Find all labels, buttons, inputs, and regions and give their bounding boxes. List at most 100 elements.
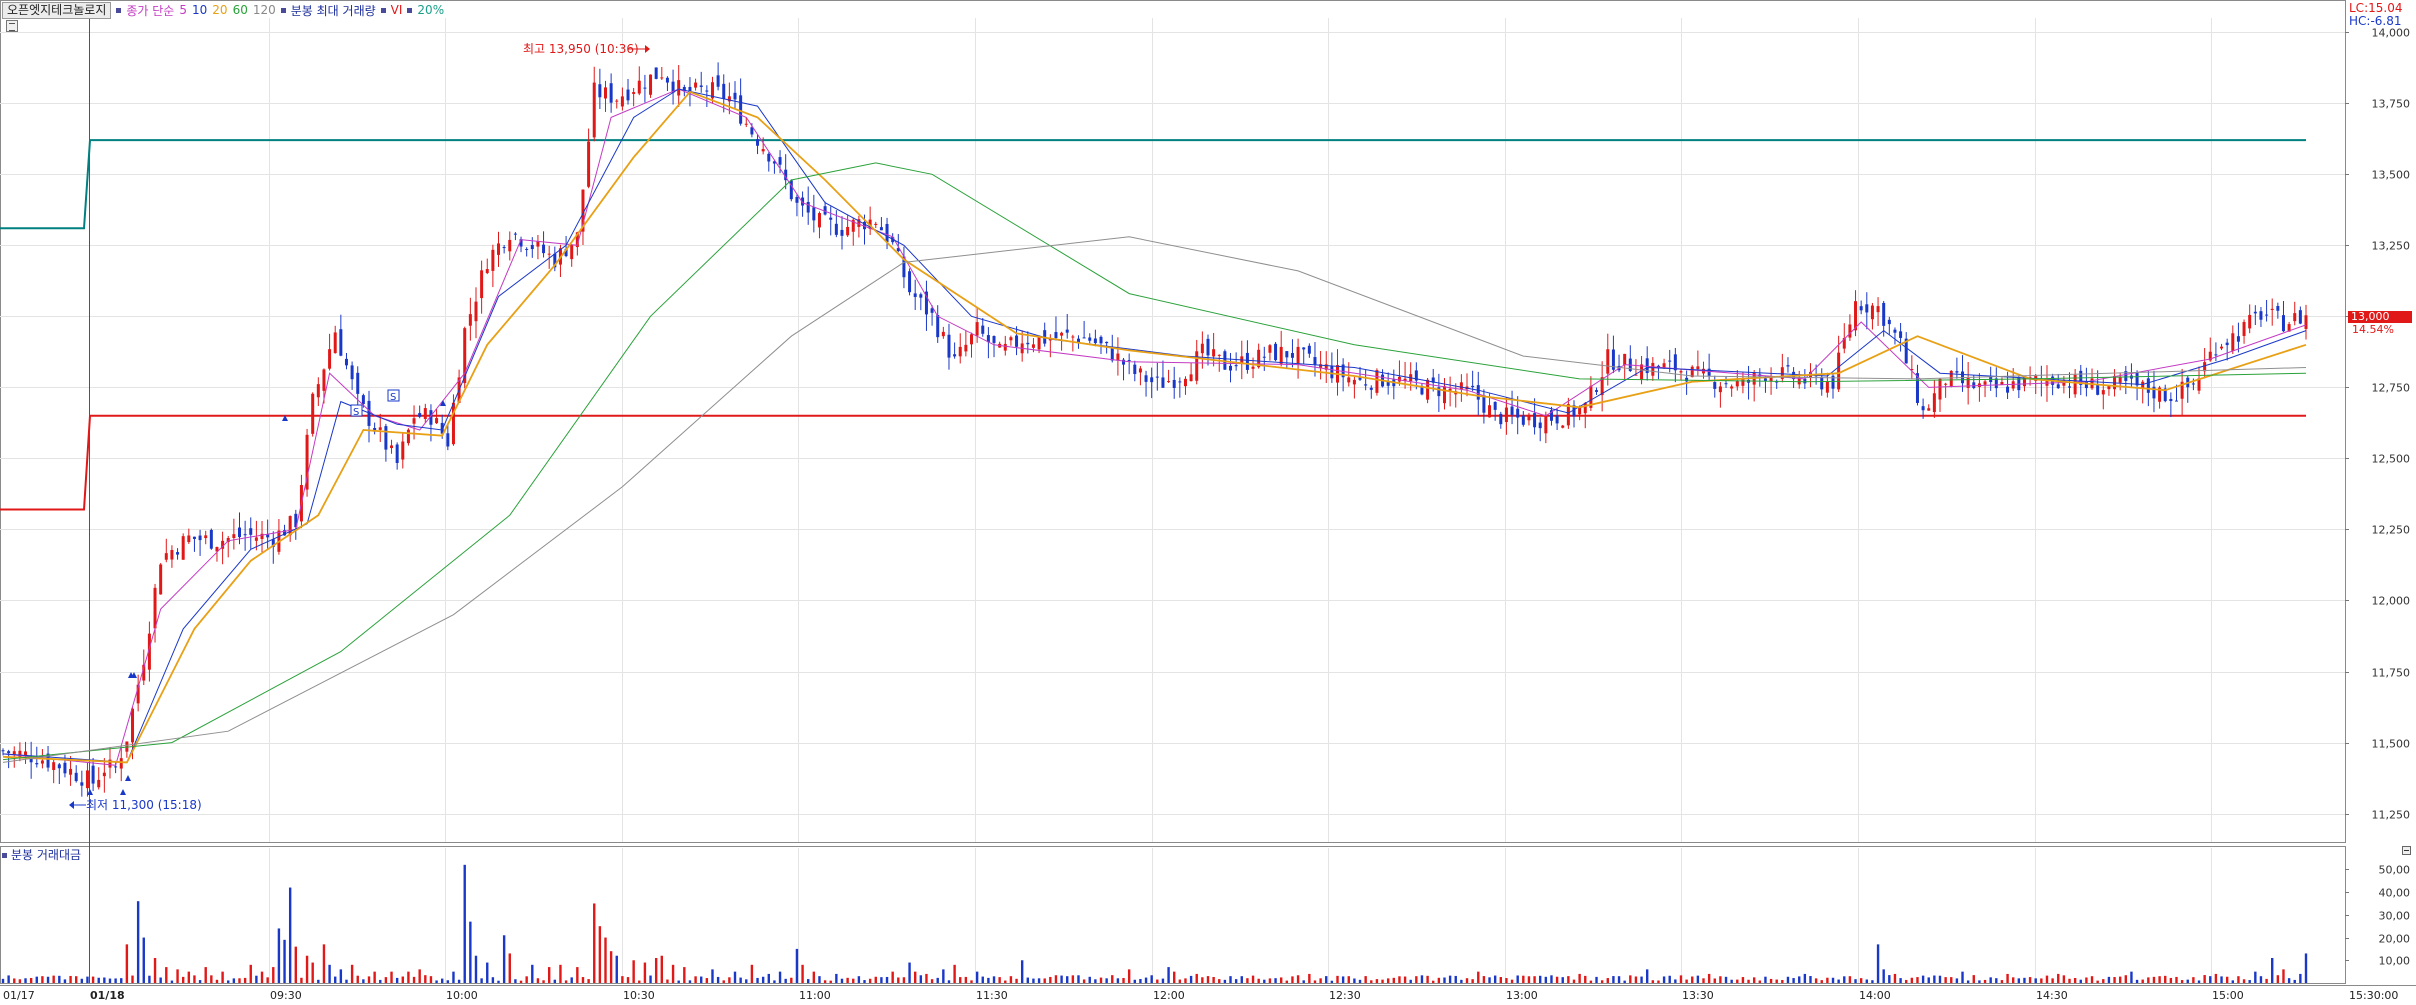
candle-body bbox=[1167, 381, 1171, 383]
chart-legend: 오픈엣지테크놀로지 종가 단순 5 10 20 60 120 분봉 최대 거래량… bbox=[2, 1, 449, 19]
volume-bar bbox=[1212, 977, 1215, 983]
volume-bar bbox=[1516, 975, 1519, 983]
volume-bar bbox=[86, 976, 89, 983]
candle-body bbox=[626, 89, 630, 101]
volume-bar bbox=[576, 967, 579, 983]
volume-bar bbox=[165, 967, 168, 983]
volume-bar bbox=[1606, 978, 1609, 983]
volume-bar bbox=[2220, 976, 2223, 983]
candle-body bbox=[536, 241, 540, 247]
candle-body bbox=[530, 244, 534, 250]
volume-bar bbox=[136, 901, 140, 983]
volume-bar bbox=[1082, 979, 1086, 983]
volume-bar bbox=[1634, 976, 1638, 983]
volume-bar bbox=[1263, 979, 1266, 983]
stock-name[interactable]: 오픈엣지테크놀로지 bbox=[2, 1, 112, 19]
volume-bar bbox=[852, 978, 855, 983]
candle-body bbox=[1634, 374, 1638, 376]
candle-body bbox=[1549, 410, 1553, 421]
candle-body bbox=[406, 429, 410, 444]
volume-bar bbox=[334, 976, 337, 983]
volume-bar bbox=[1274, 978, 1277, 983]
volume-bar bbox=[1279, 977, 1283, 983]
volume-bar bbox=[688, 980, 692, 983]
volume-bar bbox=[2299, 973, 2302, 983]
candle-body bbox=[232, 534, 236, 538]
volume-bar bbox=[1448, 975, 1452, 983]
candle-body bbox=[1966, 377, 1970, 388]
volume-bar bbox=[970, 980, 973, 983]
candle-body bbox=[1544, 416, 1548, 434]
volume-panel-collapse-icon[interactable] bbox=[2402, 846, 2411, 855]
volume-bar bbox=[1572, 979, 1576, 983]
volume-bar bbox=[1961, 971, 1964, 983]
candle-body bbox=[2248, 314, 2252, 329]
volume-bar bbox=[1843, 976, 1846, 983]
candle-body bbox=[2101, 390, 2105, 395]
candle-body bbox=[412, 418, 416, 424]
upper-limit-line bbox=[0, 139, 2306, 230]
candle-body bbox=[1572, 405, 1576, 417]
volume-bar bbox=[716, 976, 720, 983]
candle-body bbox=[930, 308, 934, 313]
volume-legend: 분봉 거래대금 bbox=[2, 846, 81, 863]
candle-body bbox=[373, 428, 377, 432]
volume-bar bbox=[2254, 971, 2257, 983]
volume-bar bbox=[998, 977, 1001, 983]
volume-bar bbox=[1769, 978, 1773, 983]
volume-bar bbox=[1144, 977, 1148, 983]
candle-body bbox=[620, 96, 624, 107]
chart-settings-icon[interactable] bbox=[6, 20, 18, 32]
volume-bar bbox=[1854, 979, 1857, 983]
candle-body bbox=[1420, 386, 1424, 395]
candle-body bbox=[1245, 352, 1249, 370]
volume-bar bbox=[52, 975, 55, 983]
candle-body bbox=[744, 123, 748, 125]
candle-body bbox=[829, 217, 833, 220]
candle-body bbox=[1668, 360, 1672, 362]
candle-body bbox=[1566, 404, 1570, 426]
candle-body bbox=[91, 765, 95, 784]
volume-bar bbox=[981, 976, 984, 983]
candle-body bbox=[1476, 385, 1480, 400]
volume-bar bbox=[897, 977, 900, 983]
candle-body bbox=[97, 779, 101, 788]
volume-bar bbox=[2276, 975, 2280, 983]
volume-bar bbox=[2259, 976, 2263, 983]
volume-bar bbox=[1071, 975, 1075, 983]
volume-bar bbox=[1302, 980, 1305, 983]
candle-body bbox=[1414, 370, 1418, 381]
candle-body bbox=[170, 550, 174, 560]
candle-body bbox=[823, 206, 827, 215]
candle-body bbox=[266, 534, 270, 538]
volume-bar bbox=[181, 976, 185, 983]
candle-body bbox=[429, 410, 433, 425]
candle-body bbox=[1065, 329, 1069, 333]
volume-bar bbox=[1983, 979, 1987, 983]
candle-body bbox=[817, 213, 821, 228]
candle-body bbox=[271, 539, 275, 547]
volume-bar bbox=[2051, 978, 2054, 983]
candle-body bbox=[1307, 345, 1311, 354]
candle-body bbox=[2270, 308, 2274, 311]
volume-bar bbox=[305, 955, 309, 983]
volume-bar bbox=[1386, 978, 1390, 983]
ma5-label: 5 bbox=[179, 3, 187, 17]
volume-bar bbox=[722, 980, 725, 983]
volume-bar bbox=[2073, 978, 2077, 983]
volume-bar bbox=[908, 962, 911, 983]
candle-body bbox=[2281, 315, 2285, 332]
candle-body bbox=[1442, 386, 1446, 404]
volume-bar bbox=[187, 971, 191, 983]
volume-bar bbox=[2102, 979, 2105, 983]
volume-bar bbox=[103, 977, 106, 983]
candle-body bbox=[1775, 381, 1779, 383]
candle-body bbox=[125, 741, 129, 752]
candle-body bbox=[1527, 414, 1531, 421]
volume-bar bbox=[987, 977, 990, 983]
candle-body bbox=[2265, 314, 2269, 316]
candle-body bbox=[1431, 377, 1435, 383]
candle-body bbox=[361, 395, 365, 405]
volume-bar bbox=[694, 976, 697, 983]
